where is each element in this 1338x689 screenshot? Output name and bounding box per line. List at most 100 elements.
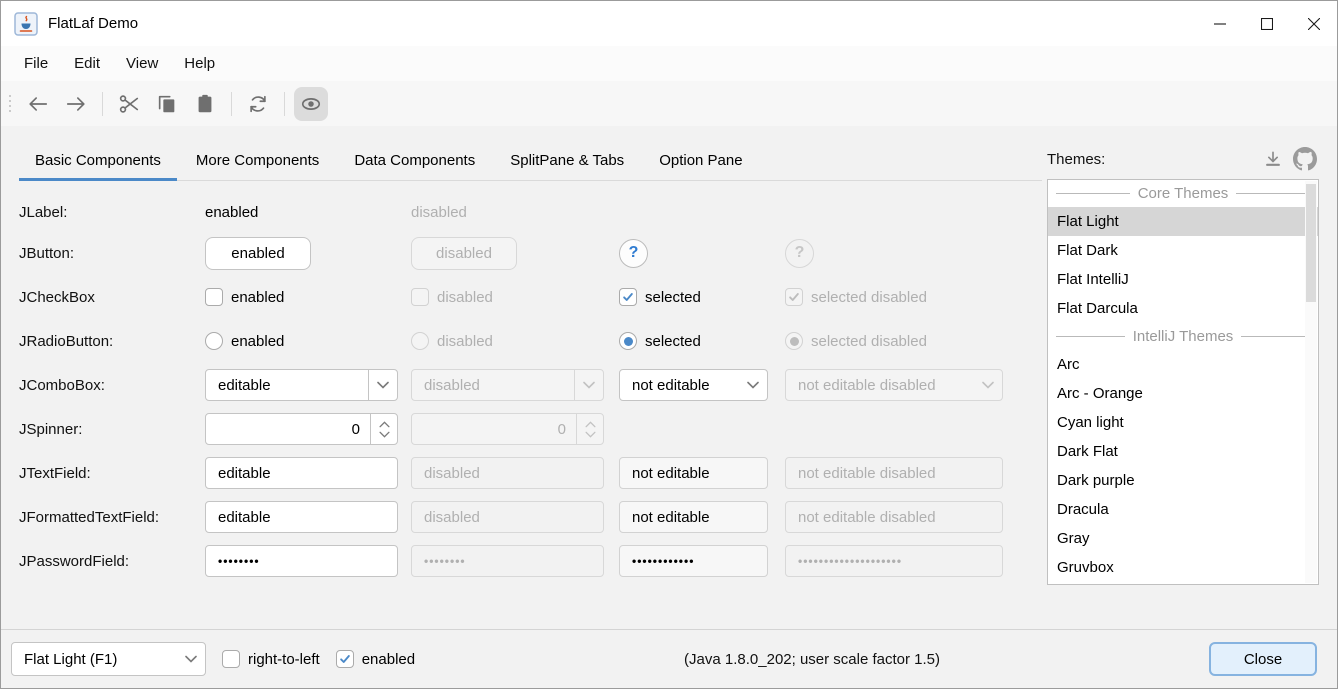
checkbox-selected[interactable]: selected <box>619 288 785 306</box>
download-icon[interactable] <box>1263 149 1283 169</box>
themes-label: Themes: <box>1047 150 1106 168</box>
chevron-down-icon[interactable] <box>738 370 767 400</box>
enabled-button[interactable]: enabled <box>205 236 311 270</box>
jformattedtextfield-row-label: JFormattedTextField: <box>19 508 160 526</box>
copy-icon <box>158 95 175 112</box>
combobox-editable[interactable]: editable <box>205 369 398 401</box>
refresh-button[interactable] <box>241 87 275 121</box>
menu-bar: File Edit View Help <box>1 46 1337 81</box>
cut-button[interactable] <box>112 87 146 121</box>
radio-enabled[interactable]: enabled <box>205 332 411 350</box>
content-area: Basic Components More Components Data Co… <box>1 126 1337 629</box>
jpasswordfield-row-label: JPasswordField: <box>19 552 130 570</box>
chevron-down-icon <box>973 370 1002 400</box>
theme-item-dark-purple[interactable]: Dark purple <box>1057 472 1135 489</box>
radio-selected-icon[interactable] <box>619 332 637 350</box>
minimize-icon <box>1213 22 1226 25</box>
theme-item-flat-darcula[interactable]: Flat Darcula <box>1057 300 1138 317</box>
radio-selected[interactable]: selected <box>619 332 785 350</box>
minimize-button[interactable] <box>1196 1 1243 46</box>
passwordfield-editable[interactable]: •••••••• <box>205 545 398 577</box>
tab-data-components[interactable]: Data Components <box>354 152 476 169</box>
enabled-checkbox[interactable]: enabled <box>335 650 415 668</box>
jtextfield-row-label: JTextField: <box>19 464 91 482</box>
right-to-left-checkbox[interactable]: right-to-left <box>222 650 320 668</box>
help-button[interactable]: ? <box>619 238 648 268</box>
tab-splitpane-tabs[interactable]: SplitPane & Tabs <box>510 152 625 169</box>
combobox-not-editable-disabled: not editable disabled <box>785 369 1003 401</box>
bottom-bar: Flat Light (F1) right-to-left enabled (J… <box>1 629 1337 688</box>
help-button-disabled: ? <box>785 238 814 268</box>
cut-scissors-icon <box>119 94 139 113</box>
spinner-enabled[interactable]: 0 <box>205 413 398 445</box>
themes-list[interactable]: Core Themes Flat Light Flat Dark Flat In… <box>1047 179 1319 585</box>
tab-more-components[interactable]: More Components <box>195 152 320 169</box>
theme-item-gruvbox[interactable]: Gruvbox <box>1057 559 1114 576</box>
chevron-down-icon[interactable] <box>368 370 397 400</box>
themes-header: Themes: <box>1047 144 1319 174</box>
formattedtextfield-disabled: disabled <box>411 501 604 533</box>
checkbox-checked-icon[interactable] <box>335 650 354 668</box>
theme-item-cyan-light[interactable]: Cyan light <box>1057 414 1124 431</box>
tab-bar: Basic Components More Components Data Co… <box>19 126 1042 181</box>
passwordfield-not-editable: •••••••••••• <box>619 545 768 577</box>
theme-item-arc[interactable]: Arc <box>1057 356 1080 373</box>
eye-icon <box>301 97 321 110</box>
themes-separator-intellij: IntelliJ Themes <box>1048 323 1318 350</box>
checkbox-enabled[interactable]: enabled <box>205 288 411 306</box>
paste-button[interactable] <box>188 87 222 121</box>
theme-item-flat-intellij[interactable]: Flat IntelliJ <box>1057 271 1129 288</box>
toolbar <box>1 81 1337 126</box>
combobox-not-editable[interactable]: not editable <box>619 369 768 401</box>
textfield-disabled: disabled <box>411 457 604 489</box>
checkbox-icon[interactable] <box>222 650 240 668</box>
spinner-up-down-icons[interactable] <box>370 414 397 444</box>
menu-file[interactable]: File <box>24 55 49 72</box>
theme-item-flat-light[interactable]: Flat Light <box>1048 207 1318 236</box>
window-controls <box>1196 1 1337 46</box>
copy-button[interactable] <box>150 87 184 121</box>
look-and-feel-combobox[interactable]: Flat Light (F1) <box>11 642 206 676</box>
chevron-down-icon[interactable] <box>176 643 205 675</box>
radio-disabled: disabled <box>411 332 619 350</box>
theme-item-arc-orange[interactable]: Arc - Orange <box>1057 385 1143 402</box>
checkbox-icon[interactable] <box>205 288 223 306</box>
maximize-icon <box>1260 17 1273 30</box>
toolbar-separator <box>231 91 232 116</box>
menu-help[interactable]: Help <box>184 55 216 72</box>
checkbox-selected-disabled: selected disabled <box>785 288 1042 306</box>
toolbar-grip[interactable] <box>9 95 11 112</box>
textfield-editable[interactable]: editable <box>205 457 398 489</box>
checkbox-disabled: disabled <box>411 288 619 306</box>
themes-scrollbar-thumb[interactable] <box>1306 184 1316 302</box>
close-icon <box>1307 17 1320 30</box>
close-button[interactable]: Close <box>1209 642 1317 676</box>
paste-clipboard-icon <box>198 94 212 112</box>
github-icon[interactable] <box>1293 147 1317 171</box>
maximize-button[interactable] <box>1243 1 1290 46</box>
tab-basic-components[interactable]: Basic Components <box>19 152 177 181</box>
menu-edit[interactable]: Edit <box>74 55 101 72</box>
forward-button[interactable] <box>59 87 93 121</box>
radio-icon[interactable] <box>205 332 223 350</box>
show-hidden-toggle-button[interactable] <box>294 86 328 121</box>
spinner-up-down-icons <box>576 414 603 444</box>
checkbox-checked-icon[interactable] <box>619 288 637 306</box>
theme-item-dracula[interactable]: Dracula <box>1057 501 1109 518</box>
jbutton-row-label: JButton: <box>19 244 75 262</box>
close-window-button[interactable] <box>1290 1 1337 46</box>
textfield-not-editable: not editable <box>619 457 768 489</box>
back-button[interactable] <box>21 87 55 121</box>
checkbox-icon <box>411 288 429 306</box>
theme-item-gray[interactable]: Gray <box>1057 530 1090 547</box>
combobox-disabled: disabled <box>411 369 604 401</box>
tab-option-pane[interactable]: Option Pane <box>659 152 743 169</box>
formattedtextfield-editable[interactable]: editable <box>205 501 398 533</box>
theme-item-flat-dark[interactable]: Flat Dark <box>1057 242 1118 259</box>
theme-item-dark-flat[interactable]: Dark Flat <box>1057 443 1118 460</box>
themes-scrollbar[interactable] <box>1305 181 1317 583</box>
themes-panel: Themes: Core Themes Flat Light Flat Dark… <box>1047 126 1319 629</box>
menu-view[interactable]: View <box>126 55 159 72</box>
textfield-not-editable-disabled: not editable disabled <box>785 457 1003 489</box>
